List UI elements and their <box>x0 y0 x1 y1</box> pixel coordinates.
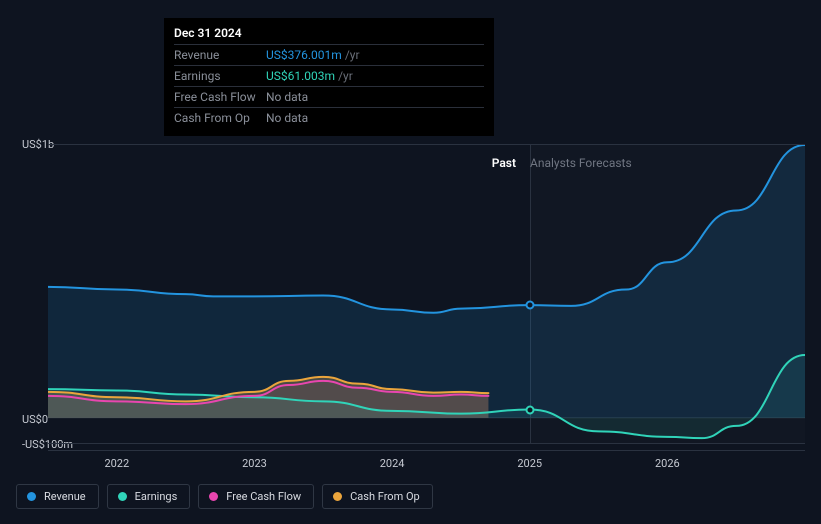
tooltip-row: EarningsUS$61.003m/yr <box>174 65 484 86</box>
legend: Revenue Earnings Free Cash Flow Cash From O… <box>16 484 433 509</box>
series-marker <box>525 301 534 310</box>
tooltip-date: Dec 31 2024 <box>174 26 484 44</box>
mode-labels: Past Analysts Forecasts <box>492 156 632 170</box>
tooltip-row-value: US$376.001m/yr <box>266 48 484 62</box>
tooltip-row-value: US$61.003m/yr <box>266 69 484 83</box>
x-axis-tick: 2022 <box>104 457 129 470</box>
x-axis-tick: 2023 <box>242 457 267 470</box>
legend-item[interactable]: Free Cash Flow <box>198 484 314 509</box>
x-axis-tick: 2024 <box>380 457 405 470</box>
mode-past-label: Past <box>492 156 516 170</box>
tooltip-row: Cash From OpNo data <box>174 107 484 128</box>
financials-chart: US$1bUS$0-US$100m Past Analysts Forecast… <box>16 124 805 464</box>
mode-forecast-label: Analysts Forecasts <box>530 156 632 170</box>
tooltip-row: RevenueUS$376.001m/yr <box>174 44 484 65</box>
x-axis: 20222023202420252026 <box>48 450 805 451</box>
tooltip-row: Free Cash FlowNo data <box>174 86 484 107</box>
y-axis-label: US$0 <box>22 413 48 426</box>
legend-dot-icon <box>118 492 127 501</box>
legend-label: Revenue <box>44 490 86 503</box>
legend-dot-icon <box>333 492 342 501</box>
legend-dot-icon <box>209 492 218 501</box>
tooltip-row-label: Earnings <box>174 69 266 83</box>
chart-tooltip: Dec 31 2024 RevenueUS$376.001m/yrEarning… <box>164 18 494 136</box>
tooltip-row-label: Free Cash Flow <box>174 90 266 104</box>
legend-item[interactable]: Cash From Op <box>322 484 433 509</box>
legend-label: Earnings <box>135 490 178 503</box>
x-axis-tick: 2026 <box>655 457 680 470</box>
series-marker <box>525 405 534 414</box>
legend-item[interactable]: Revenue <box>16 484 99 509</box>
legend-label: Cash From Op <box>350 490 420 503</box>
tooltip-row-label: Cash From Op <box>174 111 266 125</box>
legend-label: Free Cash Flow <box>226 490 301 503</box>
legend-item[interactable]: Earnings <box>107 484 191 509</box>
tooltip-row-value: No data <box>266 90 484 104</box>
x-axis-tick: 2025 <box>517 457 542 470</box>
tooltip-row-value: No data <box>266 111 484 125</box>
legend-dot-icon <box>27 492 36 501</box>
tooltip-row-label: Revenue <box>174 48 266 62</box>
chart-svg <box>48 145 805 445</box>
plot-area[interactable]: Past Analysts Forecasts <box>48 144 805 444</box>
